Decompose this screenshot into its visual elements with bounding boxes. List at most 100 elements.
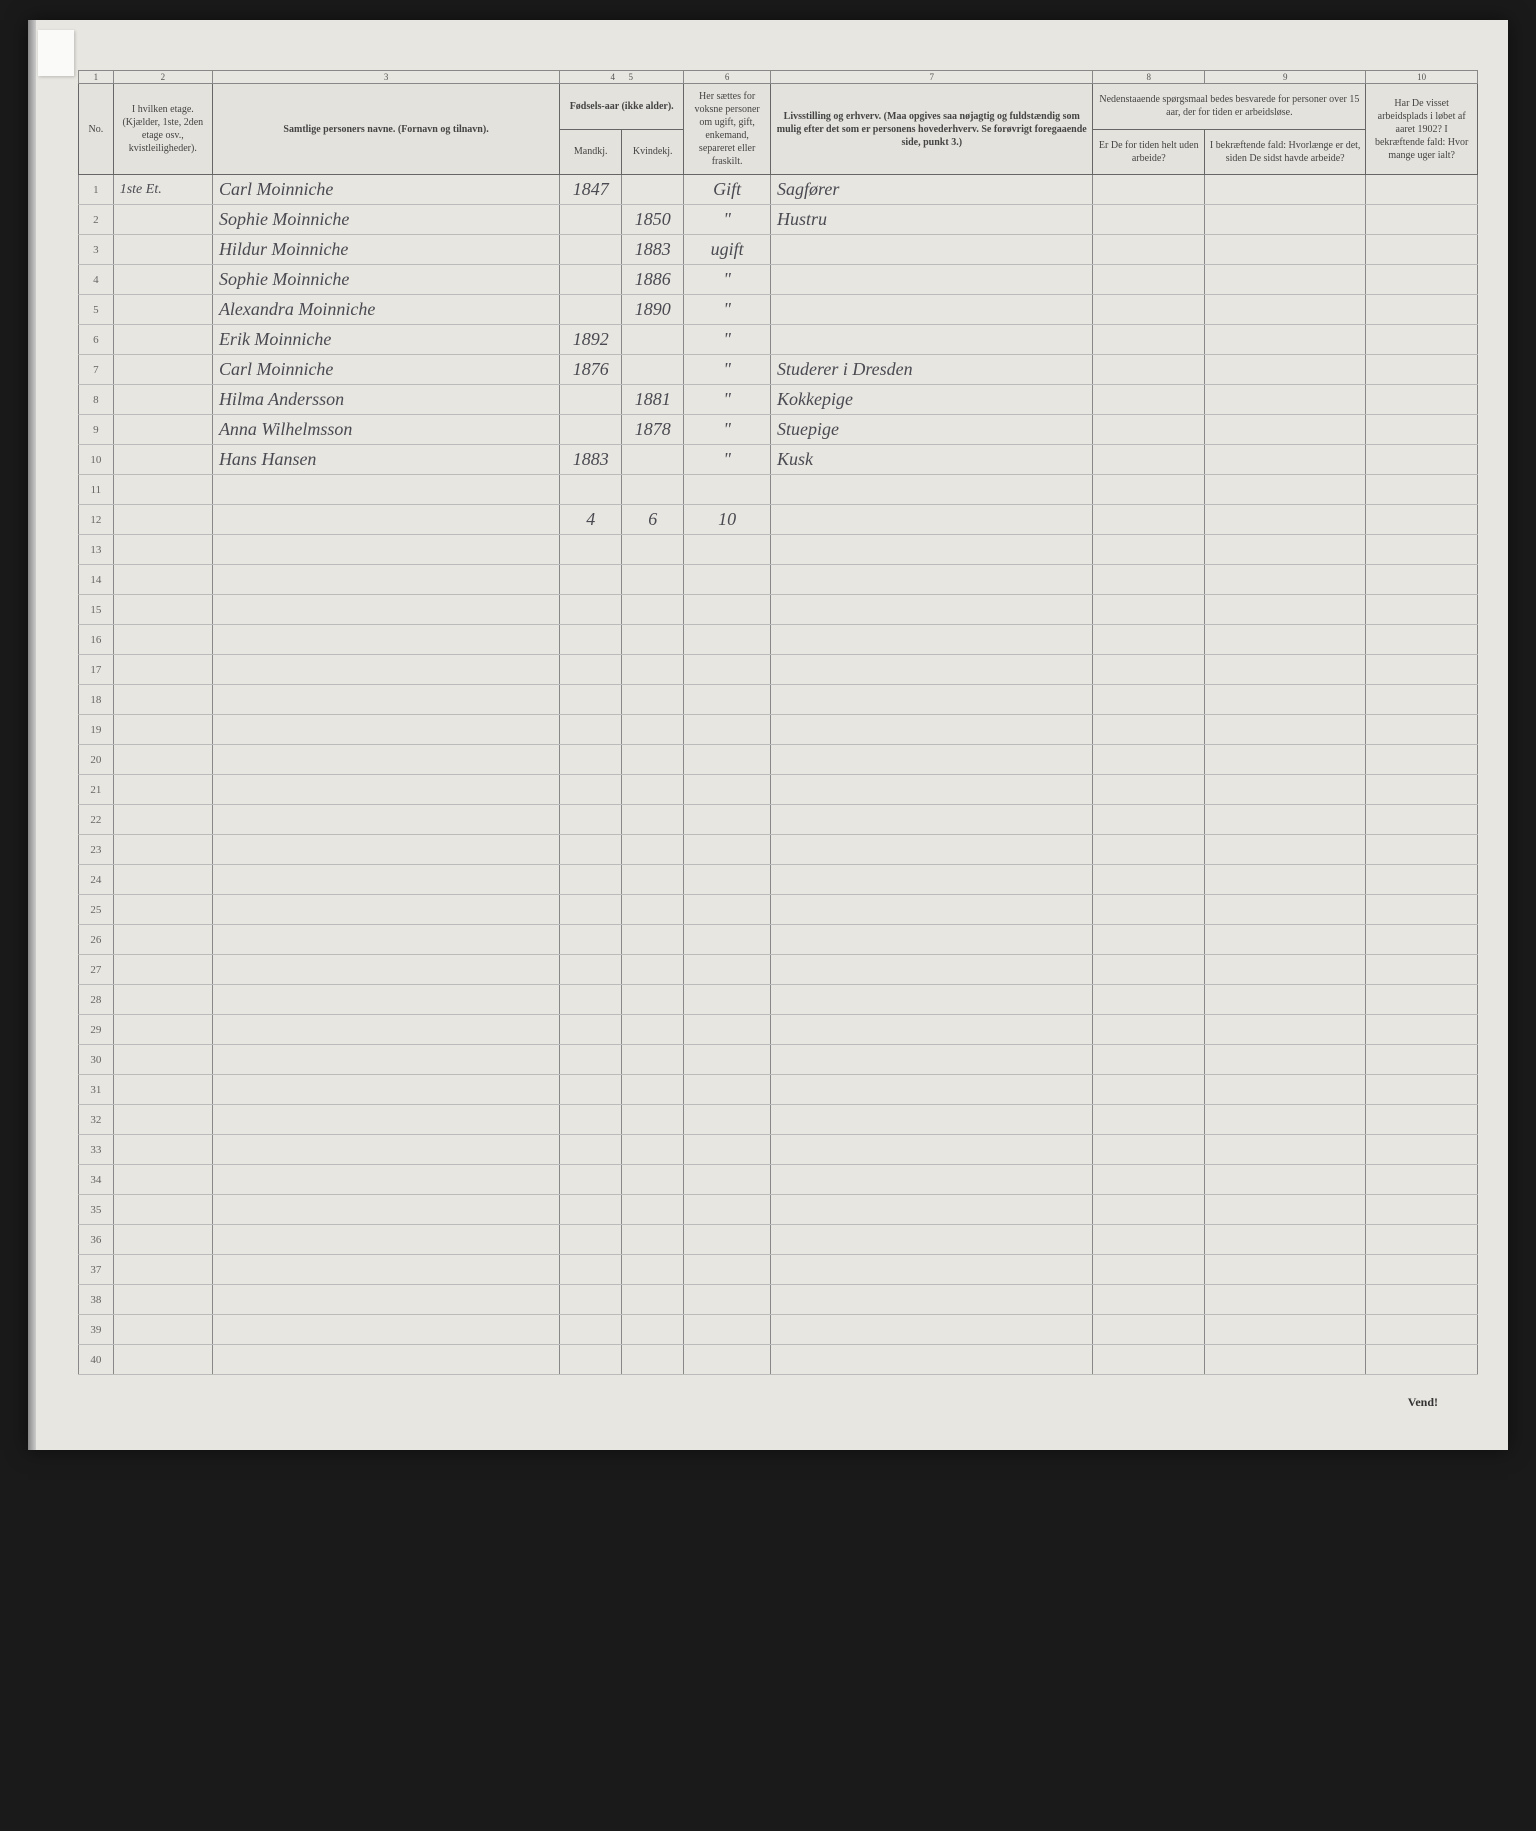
cell-etage xyxy=(113,1105,212,1135)
cell-year-k xyxy=(622,325,684,355)
table-row: 3Hildur Moinniche1883ugift xyxy=(79,235,1478,265)
cell-q9 xyxy=(1205,865,1366,895)
table-row: 32 xyxy=(79,1105,1478,1135)
cell-year-m xyxy=(560,1135,622,1165)
cell-q9 xyxy=(1205,895,1366,925)
cell-year-k xyxy=(622,595,684,625)
cell-q8 xyxy=(1093,355,1205,385)
cell-row-no: 27 xyxy=(79,955,114,985)
cell-occupation xyxy=(771,775,1093,805)
cell-etage xyxy=(113,1345,212,1375)
cell-name xyxy=(212,625,559,655)
cell-year-m xyxy=(560,925,622,955)
cell-etage xyxy=(113,235,212,265)
cell-q10 xyxy=(1366,1015,1478,1045)
cell-q9 xyxy=(1205,595,1366,625)
cell-year-k xyxy=(622,925,684,955)
cell-year-k xyxy=(622,1045,684,1075)
cell-row-no: 17 xyxy=(79,655,114,685)
census-table: 1 2 3 4 5 6 7 8 9 10 No. I hvilken etage… xyxy=(78,70,1478,1375)
cell-year-k: 6 xyxy=(622,505,684,535)
cell-q10 xyxy=(1366,1255,1478,1285)
cell-q8 xyxy=(1093,505,1205,535)
header-etage: I hvilken etage. (Kjælder, 1ste, 2den et… xyxy=(113,84,212,175)
cell-q9 xyxy=(1205,475,1366,505)
cell-q10 xyxy=(1366,1285,1478,1315)
cell-q10 xyxy=(1366,445,1478,475)
cell-year-k xyxy=(622,1135,684,1165)
cell-row-no: 33 xyxy=(79,1135,114,1165)
cell-occupation xyxy=(771,325,1093,355)
cell-status xyxy=(684,1105,771,1135)
cell-q8 xyxy=(1093,1345,1205,1375)
header-marital: Her sættes for voksne personer om ugift,… xyxy=(684,84,771,175)
cell-q10 xyxy=(1366,925,1478,955)
cell-q10 xyxy=(1366,1165,1478,1195)
cell-q10 xyxy=(1366,265,1478,295)
cell-occupation xyxy=(771,1135,1093,1165)
cell-q10 xyxy=(1366,535,1478,565)
cell-occupation xyxy=(771,1075,1093,1105)
cell-occupation xyxy=(771,955,1093,985)
cell-q8 xyxy=(1093,1255,1205,1285)
cell-year-m xyxy=(560,265,622,295)
cell-row-no: 4 xyxy=(79,265,114,295)
cell-name xyxy=(212,895,559,925)
cell-q9 xyxy=(1205,835,1366,865)
cell-row-no: 16 xyxy=(79,625,114,655)
table-row: 15 xyxy=(79,595,1478,625)
cell-etage xyxy=(113,565,212,595)
cell-status xyxy=(684,955,771,985)
cell-q9 xyxy=(1205,325,1366,355)
cell-year-k: 1886 xyxy=(622,265,684,295)
cell-etage xyxy=(113,355,212,385)
cell-etage xyxy=(113,895,212,925)
cell-name xyxy=(212,1165,559,1195)
cell-status: " xyxy=(684,355,771,385)
table-row: 18 xyxy=(79,685,1478,715)
cell-year-k: 1881 xyxy=(622,385,684,415)
cell-year-k xyxy=(622,685,684,715)
cell-year-m xyxy=(560,745,622,775)
cell-name: Hildur Moinniche xyxy=(212,235,559,265)
cell-q9 xyxy=(1205,1105,1366,1135)
table-row: 26 xyxy=(79,925,1478,955)
table-body: 11ste Et.Carl Moinniche1847GiftSagfører2… xyxy=(79,175,1478,1375)
cell-row-no: 22 xyxy=(79,805,114,835)
cell-status xyxy=(684,1315,771,1345)
cell-q8 xyxy=(1093,265,1205,295)
colnum: 7 xyxy=(771,71,1093,84)
cell-status xyxy=(684,925,771,955)
cell-q8 xyxy=(1093,1135,1205,1165)
cell-q9 xyxy=(1205,295,1366,325)
cell-row-no: 13 xyxy=(79,535,114,565)
cell-q9 xyxy=(1205,265,1366,295)
cell-etage xyxy=(113,1285,212,1315)
cell-q10 xyxy=(1366,895,1478,925)
cell-row-no: 29 xyxy=(79,1015,114,1045)
cell-status: 10 xyxy=(684,505,771,535)
cell-q9 xyxy=(1205,655,1366,685)
cell-etage xyxy=(113,955,212,985)
cell-q10 xyxy=(1366,1135,1478,1165)
cell-row-no: 10 xyxy=(79,445,114,475)
cell-q9 xyxy=(1205,445,1366,475)
cell-year-k: 1890 xyxy=(622,295,684,325)
cell-year-m xyxy=(560,685,622,715)
cell-etage xyxy=(113,595,212,625)
cell-year-k xyxy=(622,1315,684,1345)
cell-q8 xyxy=(1093,685,1205,715)
cell-row-no: 14 xyxy=(79,565,114,595)
cell-name xyxy=(212,1195,559,1225)
cell-year-k xyxy=(622,475,684,505)
cell-q8 xyxy=(1093,295,1205,325)
cell-etage xyxy=(113,655,212,685)
cell-q10 xyxy=(1366,1105,1478,1135)
cell-q8 xyxy=(1093,1075,1205,1105)
cell-occupation xyxy=(771,1225,1093,1255)
cell-year-k xyxy=(622,175,684,205)
cell-etage xyxy=(113,1315,212,1345)
table-row: 19 xyxy=(79,715,1478,745)
cell-year-m xyxy=(560,835,622,865)
cell-q10 xyxy=(1366,175,1478,205)
